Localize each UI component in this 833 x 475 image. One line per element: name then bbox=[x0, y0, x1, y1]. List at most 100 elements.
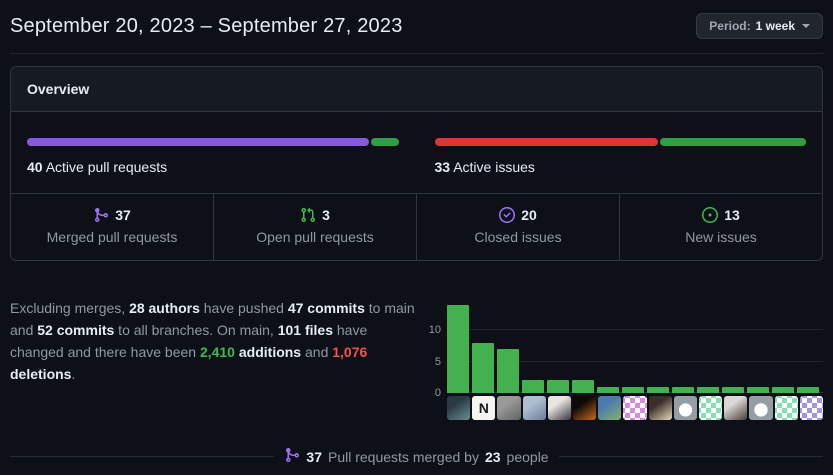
stat-label: Merged pull requests bbox=[46, 229, 178, 245]
author-avatar[interactable] bbox=[623, 396, 647, 420]
active-pull-requests-label: 40 Active pull requests bbox=[27, 159, 399, 175]
commits-plot: 0 5 10 bbox=[429, 299, 823, 399]
summary-segment: 47 commits bbox=[287, 300, 365, 316]
active-pull-requests-col: 40 Active pull requests bbox=[11, 112, 415, 193]
commits-chart: 0 5 10 N bbox=[423, 297, 824, 420]
merged-count: 37 bbox=[306, 448, 322, 465]
issues-new-segment bbox=[660, 138, 806, 146]
summary-segment: to main and bbox=[10, 300, 415, 338]
stat-value: 20 bbox=[499, 207, 537, 223]
issues-progress-bar bbox=[434, 138, 806, 146]
active-issues-label: 33 Active issues bbox=[435, 159, 807, 175]
summary-segment: to all branches. On main, bbox=[114, 322, 278, 338]
overview-panel: Overview 40 Active pull requests 33 Acti… bbox=[10, 66, 823, 261]
summary-segment: Excluding merges, bbox=[10, 300, 130, 316]
active-pull-requests-text: Active pull requests bbox=[45, 159, 168, 175]
page-header: September 20, 2023 – September 27, 2023 … bbox=[10, 0, 823, 54]
summary-segment: . bbox=[71, 366, 76, 382]
author-avatar[interactable] bbox=[724, 396, 748, 420]
commit-bar[interactable] bbox=[572, 380, 594, 393]
author-avatars-row: N bbox=[447, 396, 824, 420]
git-merge-icon bbox=[95, 208, 109, 222]
author-avatar[interactable] bbox=[749, 396, 773, 420]
author-avatar[interactable] bbox=[699, 396, 723, 420]
commit-bar[interactable] bbox=[447, 305, 469, 393]
stat-value: 37 bbox=[93, 207, 131, 223]
author-avatar[interactable]: N bbox=[472, 396, 496, 420]
summary-segment: 101 files bbox=[277, 322, 333, 338]
author-avatar[interactable] bbox=[648, 396, 672, 420]
y-tick-label: 0 bbox=[434, 387, 441, 399]
author-avatar[interactable] bbox=[598, 396, 622, 420]
people-count: 23 bbox=[484, 448, 501, 465]
commit-bar[interactable] bbox=[647, 386, 669, 393]
gridline-10 bbox=[447, 329, 823, 331]
divider-line bbox=[558, 456, 824, 457]
active-pull-requests-count: 40 bbox=[27, 159, 43, 175]
author-avatar[interactable] bbox=[774, 396, 798, 420]
summary-segment: additions bbox=[238, 344, 302, 360]
author-avatar[interactable] bbox=[673, 396, 698, 420]
y-tick-label: 5 bbox=[434, 355, 441, 368]
overview-stats: 37 Merged pull requests 3 Open pull request… bbox=[11, 194, 822, 260]
commit-bar[interactable] bbox=[797, 386, 819, 393]
pulse-content: Excluding merges, 28 authors have pushed… bbox=[10, 297, 824, 420]
period-dropdown[interactable]: Period: 1 week bbox=[696, 13, 823, 39]
commit-bar[interactable] bbox=[472, 342, 494, 393]
summary-segment: 52 commits bbox=[37, 322, 115, 338]
merged-summary-text: 37 Pull requests merged by 23 people bbox=[284, 447, 549, 466]
author-avatar[interactable] bbox=[799, 396, 824, 420]
issue-opened-icon bbox=[702, 207, 719, 223]
stat-merged-pull-requests[interactable]: 37 Merged pull requests bbox=[11, 194, 213, 260]
issues-closed-segment bbox=[434, 138, 659, 146]
gridline-5 bbox=[447, 360, 823, 362]
summary-segment: have changed and there have been bbox=[10, 322, 368, 360]
active-issues-col: 33 Active issues bbox=[415, 112, 823, 193]
issue-closed-icon bbox=[499, 207, 516, 223]
author-avatar[interactable] bbox=[547, 396, 572, 420]
chevron-down-icon bbox=[802, 24, 810, 28]
author-avatar[interactable] bbox=[447, 396, 471, 420]
summary-segment: 28 authors bbox=[129, 300, 200, 316]
merged-summary-footer: 37 Pull requests merged by 23 people bbox=[10, 447, 824, 466]
stat-value: 13 bbox=[702, 207, 740, 223]
pull-requests-progress-bar bbox=[27, 138, 399, 146]
git-merge-icon bbox=[286, 448, 300, 462]
commit-bar[interactable] bbox=[697, 386, 719, 393]
commit-bar[interactable] bbox=[772, 386, 794, 393]
commit-bar[interactable] bbox=[672, 386, 694, 393]
author-avatar[interactable] bbox=[573, 396, 597, 420]
summary-segment: deletions bbox=[10, 366, 72, 382]
merged-text: Pull requests merged by bbox=[328, 448, 479, 465]
stat-new-issues[interactable]: 13 New issues bbox=[619, 194, 822, 260]
commit-bar[interactable] bbox=[747, 386, 769, 393]
stat-open-pull-requests[interactable]: 3 Open pull requests bbox=[213, 194, 416, 260]
pull-requests-open-segment bbox=[370, 138, 399, 146]
stat-label: Open pull requests bbox=[256, 229, 374, 245]
summary-segment: have pushed bbox=[199, 300, 288, 316]
git-pull-request-icon bbox=[301, 207, 316, 223]
summary-segment: and bbox=[301, 344, 333, 360]
active-issues-text: Active issues bbox=[453, 159, 535, 175]
stat-closed-issues[interactable]: 20 Closed issues bbox=[416, 194, 619, 260]
summary-segment: 2,410 bbox=[199, 344, 235, 360]
commit-bar[interactable] bbox=[497, 349, 519, 393]
commit-bars bbox=[447, 299, 823, 393]
commit-bar[interactable] bbox=[522, 380, 544, 393]
author-avatar[interactable] bbox=[522, 396, 546, 420]
divider-line bbox=[10, 456, 275, 457]
commit-bar[interactable] bbox=[622, 386, 644, 393]
overview-title: Overview bbox=[11, 67, 822, 112]
stat-value: 3 bbox=[300, 207, 330, 223]
people-text: people bbox=[506, 448, 549, 465]
commit-bar[interactable] bbox=[547, 380, 569, 393]
commit-bar[interactable] bbox=[722, 386, 744, 393]
stat-label: New issues bbox=[685, 229, 757, 245]
git-merge-icon bbox=[284, 447, 300, 466]
y-tick-label: 10 bbox=[428, 324, 441, 337]
period-value: 1 week bbox=[755, 19, 795, 33]
commit-bar[interactable] bbox=[597, 386, 619, 393]
author-avatar[interactable] bbox=[497, 396, 521, 420]
stat-label: Closed issues bbox=[474, 229, 562, 245]
